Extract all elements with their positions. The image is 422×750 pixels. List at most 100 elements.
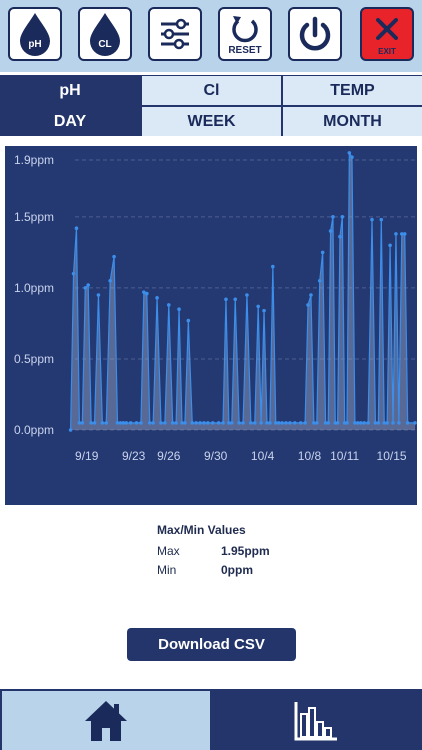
x-tick-label: 9/30 bbox=[204, 449, 228, 463]
data-point bbox=[233, 297, 238, 302]
top-toolbar: pH CL RESET bbox=[0, 0, 422, 72]
data-point bbox=[388, 243, 392, 248]
data-point bbox=[373, 421, 378, 425]
data-point bbox=[249, 421, 253, 425]
data-point bbox=[256, 304, 260, 309]
data-point bbox=[100, 421, 105, 425]
data-point bbox=[68, 428, 73, 432]
stats-title: Max/Min Values bbox=[157, 523, 246, 537]
download-csv-button[interactable]: Download CSV bbox=[127, 628, 296, 661]
data-point bbox=[376, 421, 381, 425]
series-line bbox=[70, 150, 415, 431]
reset-button[interactable]: RESET bbox=[218, 7, 272, 61]
x-tick-label: 10/8 bbox=[298, 449, 322, 463]
data-point bbox=[142, 290, 146, 294]
bottom-nav bbox=[0, 689, 422, 750]
data-point bbox=[265, 421, 269, 425]
data-point bbox=[128, 421, 133, 425]
max-value: 1.95ppm bbox=[221, 544, 270, 558]
data-point bbox=[338, 234, 342, 239]
x-tick-label: 10/11 bbox=[330, 449, 359, 463]
data-point bbox=[350, 155, 354, 159]
min-label: Min bbox=[157, 563, 177, 577]
tab-week[interactable]: WEEK bbox=[142, 107, 281, 136]
x-tick-label: 9/26 bbox=[157, 449, 181, 463]
data-point bbox=[139, 421, 143, 425]
data-point bbox=[370, 217, 374, 222]
ph-chart[interactable]: 0.0ppm 0.5ppm 1.0ppm 1.5ppm 1.9ppm 9/19 9/23 9/… bbox=[5, 146, 417, 505]
data-point bbox=[96, 293, 101, 297]
data-point bbox=[155, 296, 159, 300]
data-point bbox=[345, 421, 349, 425]
data-point bbox=[206, 421, 210, 425]
data-point bbox=[118, 421, 123, 425]
data-point bbox=[353, 421, 357, 425]
tab-month[interactable]: MONTH bbox=[283, 107, 422, 136]
data-point bbox=[92, 421, 97, 425]
ph-drop-icon: pH bbox=[20, 13, 50, 56]
data-point bbox=[320, 250, 325, 255]
exit-button[interactable]: EXIT bbox=[360, 7, 414, 61]
settings-button[interactable] bbox=[148, 7, 202, 61]
data-point bbox=[174, 421, 178, 425]
data-point bbox=[391, 421, 395, 425]
data-point bbox=[89, 421, 93, 425]
y-tick-label: 1.0ppm bbox=[14, 281, 54, 295]
nav-history-button[interactable] bbox=[212, 691, 420, 750]
power-button[interactable] bbox=[288, 7, 342, 61]
home-icon bbox=[85, 700, 127, 741]
min-value: 0ppm bbox=[221, 563, 254, 577]
x-tick-label: 10/4 bbox=[251, 449, 275, 463]
data-point bbox=[413, 421, 417, 425]
x-tick-label: 9/19 bbox=[75, 449, 99, 463]
data-point bbox=[77, 421, 82, 425]
max-label: Max bbox=[157, 544, 180, 558]
data-point bbox=[358, 421, 363, 425]
data-point bbox=[312, 421, 316, 425]
data-point bbox=[298, 421, 303, 425]
exit-button-label: EXIT bbox=[378, 47, 396, 56]
close-icon bbox=[376, 18, 398, 40]
data-point bbox=[335, 421, 340, 425]
data-point bbox=[121, 421, 126, 425]
series-area bbox=[70, 152, 415, 431]
tab-temp[interactable]: TEMP bbox=[283, 76, 422, 105]
data-point bbox=[317, 278, 322, 283]
tab-ph[interactable]: pH bbox=[0, 76, 140, 105]
y-tick-label: 0.5ppm bbox=[14, 352, 54, 366]
data-point bbox=[198, 421, 202, 425]
ph-button[interactable]: pH bbox=[8, 7, 62, 61]
bar-chart-icon bbox=[294, 701, 337, 740]
data-point bbox=[241, 421, 245, 425]
nav-home-button[interactable] bbox=[2, 691, 210, 750]
reset-button-label: RESET bbox=[228, 45, 262, 56]
data-point bbox=[382, 421, 387, 425]
data-point bbox=[262, 308, 266, 313]
data-point bbox=[86, 283, 90, 287]
ph-button-label: pH bbox=[28, 39, 41, 50]
data-point bbox=[210, 421, 215, 425]
data-point bbox=[323, 421, 328, 425]
reset-icon bbox=[232, 16, 258, 43]
data-point bbox=[326, 421, 331, 425]
x-tick-label: 10/15 bbox=[377, 449, 407, 463]
data-point bbox=[362, 421, 366, 425]
data-point bbox=[276, 421, 281, 425]
data-point bbox=[186, 318, 191, 323]
data-point bbox=[303, 421, 307, 425]
chart-svg: 0.0ppm 0.5ppm 1.0ppm 1.5ppm 1.9ppm 9/19 9/23 9/… bbox=[14, 150, 417, 463]
data-point bbox=[134, 421, 139, 425]
cl-button[interactable]: CL bbox=[78, 7, 132, 61]
power-icon bbox=[299, 16, 331, 51]
data-point bbox=[194, 421, 198, 425]
tab-day[interactable]: DAY bbox=[0, 107, 140, 136]
tab-cl[interactable]: Cl bbox=[142, 76, 281, 105]
data-point bbox=[104, 421, 109, 425]
data-point bbox=[284, 421, 288, 425]
data-point bbox=[227, 421, 231, 425]
data-point bbox=[177, 307, 181, 312]
data-point bbox=[159, 421, 163, 425]
data-point bbox=[331, 215, 335, 219]
data-point bbox=[74, 226, 79, 231]
